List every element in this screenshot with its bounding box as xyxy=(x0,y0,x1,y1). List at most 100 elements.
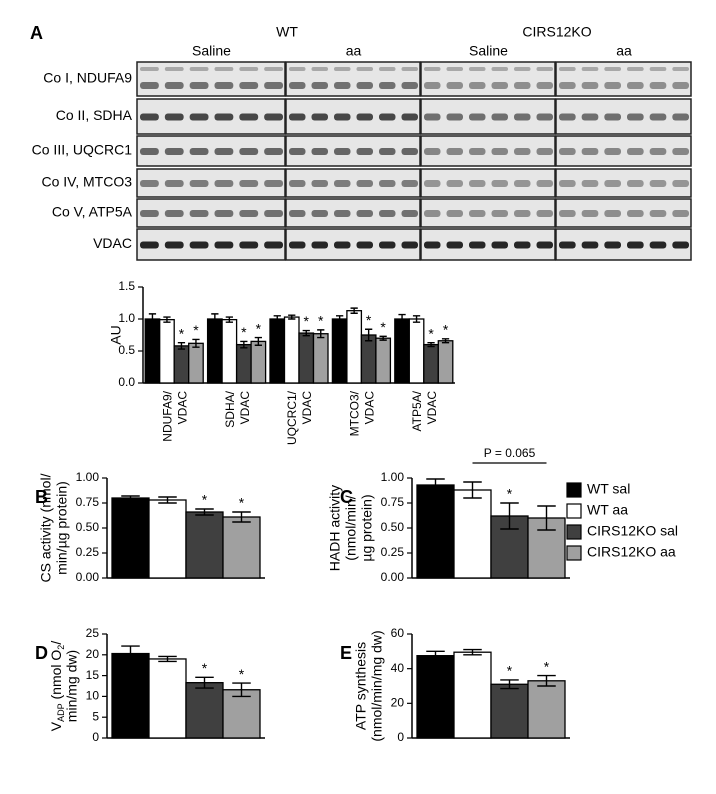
blot-band xyxy=(446,113,463,121)
blot-band xyxy=(559,67,576,71)
significance-star: * xyxy=(202,660,208,676)
bar xyxy=(250,340,267,384)
blot-band xyxy=(164,241,184,249)
significance-star: * xyxy=(241,324,247,340)
blot-band xyxy=(401,67,418,71)
blot-strip xyxy=(420,61,556,97)
blot-band xyxy=(264,82,283,89)
blot-strip xyxy=(136,168,286,198)
row-label: Co I, NDUFA9 xyxy=(43,70,132,86)
x-tick-label: VDAC xyxy=(425,391,439,425)
y-axis-label: ATP synthesis xyxy=(353,642,369,730)
error-bar xyxy=(426,478,445,492)
blot-band xyxy=(164,210,184,217)
error-bar xyxy=(158,496,177,504)
bar xyxy=(490,683,529,739)
bar xyxy=(527,680,566,739)
blot-band xyxy=(424,148,441,155)
blot-strip xyxy=(420,135,556,167)
blot-band xyxy=(189,148,209,155)
blot-band xyxy=(311,148,328,155)
blot-band xyxy=(469,210,486,217)
blot-band xyxy=(672,210,689,217)
blot-band xyxy=(214,148,234,155)
blot-band xyxy=(264,241,283,249)
legend-swatch xyxy=(566,545,582,561)
blot-band xyxy=(672,113,689,121)
blot-band xyxy=(559,82,576,89)
blot-band xyxy=(239,67,259,71)
blot-band xyxy=(559,113,576,121)
row-label: Co IV, MTCO3 xyxy=(41,174,132,190)
blot-band xyxy=(289,113,306,121)
legend-swatch xyxy=(566,482,582,498)
blot-band xyxy=(214,113,234,121)
blot-strip xyxy=(136,135,286,167)
bar xyxy=(408,318,425,384)
treatment-label: Saline xyxy=(469,43,508,59)
blot-band xyxy=(356,82,373,89)
blot-band xyxy=(356,67,373,71)
error-bar xyxy=(288,314,296,320)
panel-letter: B xyxy=(35,487,48,507)
row-label: Co II, SDHA xyxy=(56,107,133,123)
blot-band xyxy=(334,180,351,187)
blot-band xyxy=(649,241,667,249)
y-axis-label: HADH activity xyxy=(327,485,343,571)
blot-band xyxy=(581,241,599,249)
panel-letter: E xyxy=(340,643,352,663)
error-bar xyxy=(232,511,251,523)
blot-band xyxy=(446,67,463,71)
bar xyxy=(221,318,238,384)
y-tick-label: 40 xyxy=(391,661,405,675)
blot-band xyxy=(264,180,283,187)
blot-band xyxy=(401,148,418,155)
significance-star: * xyxy=(239,666,245,682)
y-axis-label: VADP (nmol O2/ xyxy=(48,641,67,732)
blot-band xyxy=(581,113,599,121)
legend-label: WT sal xyxy=(587,481,630,497)
bar xyxy=(416,484,455,579)
blot-strip xyxy=(555,198,692,228)
blot-band xyxy=(514,241,531,249)
bar xyxy=(283,316,300,384)
blot-strip xyxy=(136,228,286,261)
blot-strip xyxy=(555,228,692,261)
bar xyxy=(111,497,150,579)
y-tick-label: 0.00 xyxy=(76,570,100,584)
bar xyxy=(394,318,410,384)
x-tick-label: VDAC xyxy=(175,391,189,425)
blot-band xyxy=(239,113,259,121)
blot-band xyxy=(491,148,508,155)
bar xyxy=(206,318,223,384)
blot-band xyxy=(424,241,441,249)
blot-band xyxy=(469,82,486,89)
error-bar xyxy=(500,679,519,690)
blot-band xyxy=(627,67,644,71)
y-tick-label: 0.5 xyxy=(118,343,135,357)
blot-band xyxy=(334,82,351,89)
significance-star: * xyxy=(544,658,550,674)
blot-band xyxy=(334,113,351,121)
bar xyxy=(423,343,439,384)
y-tick-label: 0.50 xyxy=(381,520,405,534)
blot-band xyxy=(401,210,418,217)
blot-band xyxy=(140,82,159,89)
y-tick-label: 1.00 xyxy=(381,470,405,484)
y-tick-label: 20 xyxy=(86,647,100,661)
blot-band xyxy=(140,180,159,187)
blot-band xyxy=(536,148,553,155)
blot-band xyxy=(649,67,667,71)
blot-strip xyxy=(285,135,421,167)
blot-band xyxy=(189,210,209,217)
blot-band xyxy=(401,180,418,187)
blot-band xyxy=(491,82,508,89)
treatment-label: aa xyxy=(346,43,362,59)
bar xyxy=(148,658,187,739)
blot-band xyxy=(649,113,667,121)
error-bar xyxy=(195,508,214,516)
y-tick-label: 0.00 xyxy=(381,570,405,584)
blot-band xyxy=(559,148,576,155)
bar xyxy=(453,489,492,579)
blot-band xyxy=(356,180,373,187)
